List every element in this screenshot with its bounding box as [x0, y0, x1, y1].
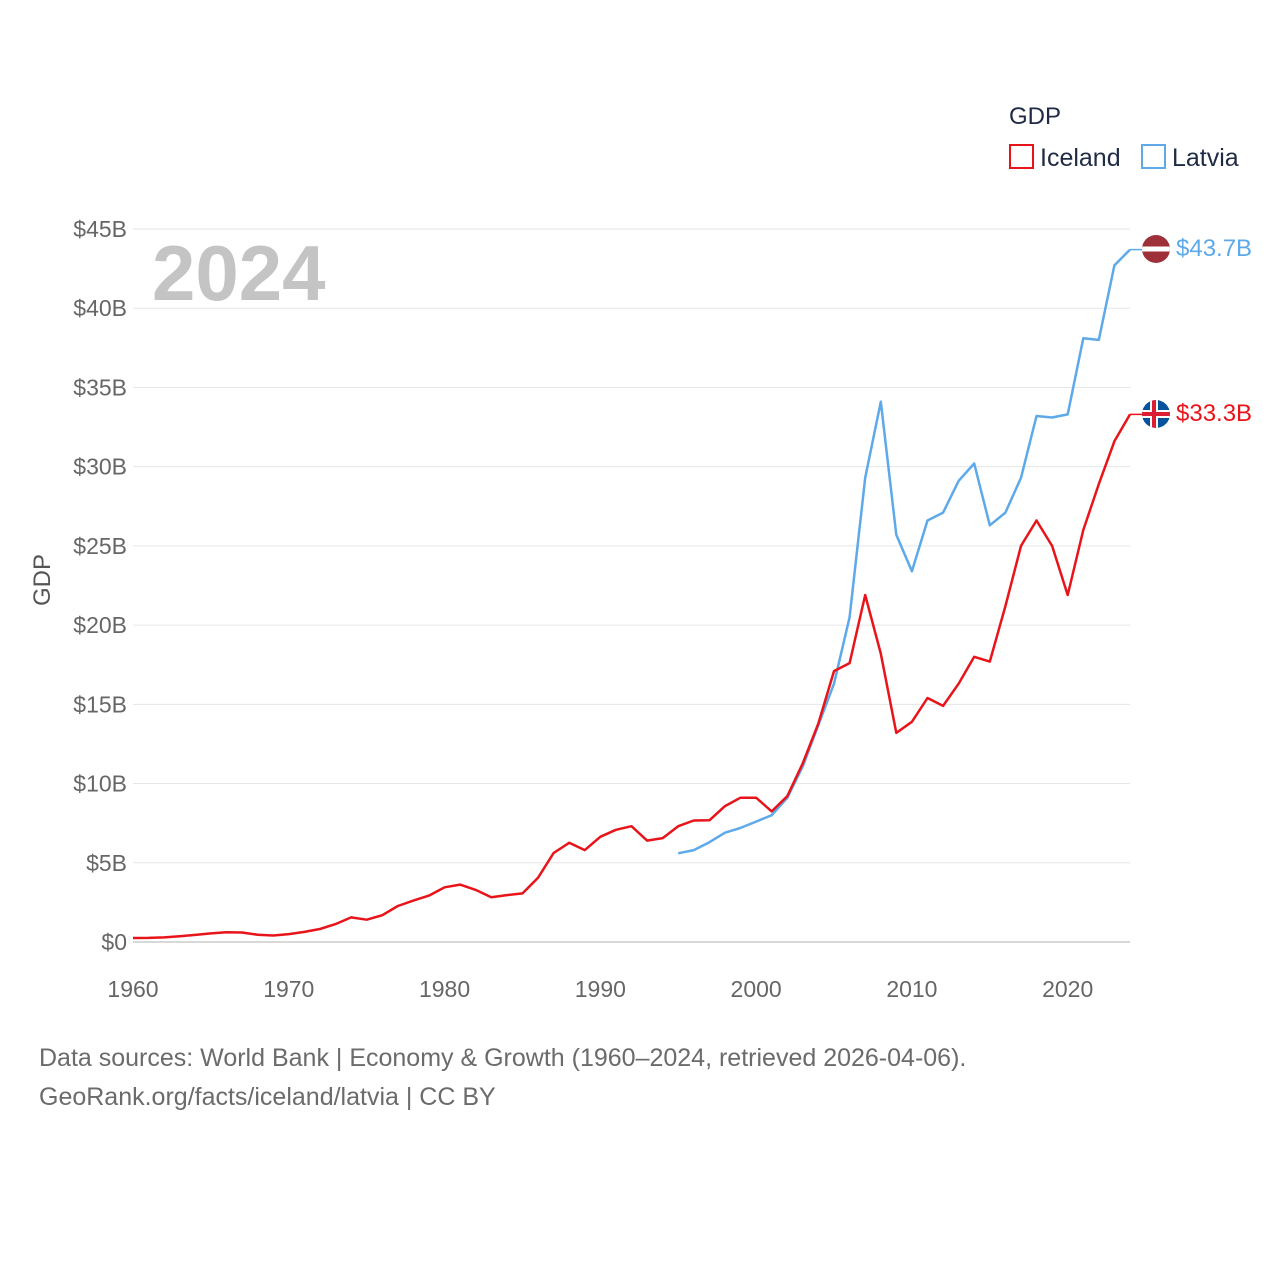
legend-label-latvia[interactable]: Latvia — [1172, 144, 1239, 172]
legend-swatch-iceland[interactable] — [1009, 144, 1034, 169]
x-tick-label: 2000 — [731, 976, 782, 1002]
x-tick-label: 1990 — [575, 976, 626, 1002]
legend-label-iceland[interactable]: Iceland — [1040, 144, 1121, 172]
x-tick-label: 1980 — [419, 976, 470, 1002]
gridlines — [133, 228, 1130, 864]
latvia-end-value: $43.7B — [1176, 235, 1252, 262]
y-tick-label: $10B — [73, 771, 127, 797]
legend: GDP Iceland Latvia — [1009, 103, 1239, 172]
year-label: 2024 — [152, 229, 326, 317]
y-tick-label: $45B — [73, 216, 127, 242]
y-axis-ticks: $0 $5B $10B $15B $20B $25B $30B $35B $40B $45B — [73, 216, 127, 955]
x-tick-label: 2020 — [1042, 976, 1093, 1002]
series-lines — [132, 248, 1142, 940]
series-line-latvia[interactable] — [677, 248, 1131, 855]
iceland-flag-icon — [1142, 400, 1170, 428]
y-axis-label: GDP — [29, 554, 56, 606]
x-tick-label: 1970 — [263, 976, 314, 1002]
gdp-line-chart: $0 $5B $10B $15B $20B $25B $30B $35B $40B $45B 19… — [29, 103, 1252, 1002]
y-tick-label: $30B — [73, 454, 127, 480]
y-tick-label: $0 — [101, 929, 127, 955]
x-axis-ticks: 1960 1970 1980 1990 2000 2010 2020 — [107, 976, 1093, 1002]
y-tick-label: $25B — [73, 533, 127, 559]
footer-attribution[interactable]: GeoRank.org/facts/iceland/latvia | CC BY — [39, 1083, 496, 1111]
latvia-flag-icon — [1142, 235, 1170, 263]
y-tick-label: $15B — [73, 691, 127, 717]
x-tick-label: 1960 — [107, 976, 158, 1002]
y-tick-label: $20B — [73, 612, 127, 638]
y-tick-label: $5B — [86, 850, 127, 876]
iceland-end-value: $33.3B — [1176, 400, 1252, 427]
legend-title: GDP — [1009, 103, 1061, 130]
footer-sources: Data sources: World Bank | Economy & Gro… — [39, 1044, 967, 1072]
legend-swatch-latvia[interactable] — [1141, 144, 1166, 169]
y-tick-label: $35B — [73, 374, 127, 400]
x-tick-label: 2010 — [886, 976, 937, 1002]
series-line-iceland[interactable] — [132, 413, 1132, 940]
y-tick-label: $40B — [73, 295, 127, 321]
